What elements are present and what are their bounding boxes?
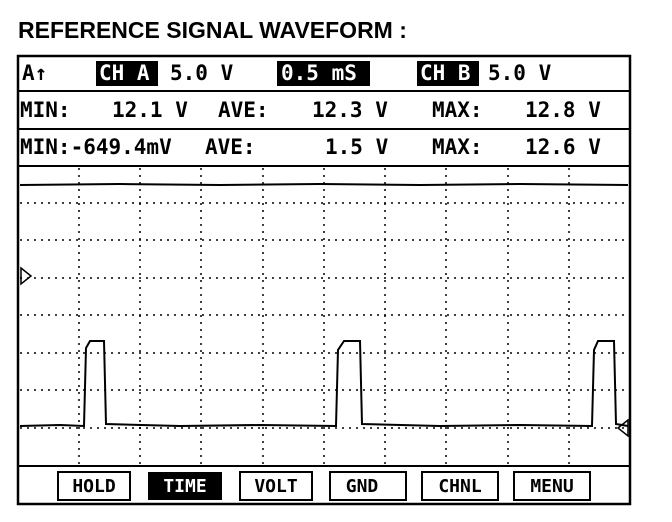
reading-value: MIN:-649.4mV [20,135,172,159]
button-label[interactable]: VOLT [254,476,298,497]
button-label[interactable]: CHNL [438,476,482,497]
trigger-indicator: A↑ [22,61,47,85]
reading-label: MIN: [20,98,71,122]
reading-label: MAX: [432,98,483,122]
channel-a-box [96,61,158,86]
timebase: 0.5 mS [281,61,357,85]
scope-screen [16,54,632,506]
channel-b-marker [20,266,33,286]
menu-button[interactable] [513,471,591,501]
reading-label: AVE: [218,98,269,122]
channel-b-scale: 5.0 V [488,61,552,85]
button-label[interactable]: HOLD [72,476,116,497]
channel-b-box [417,61,479,86]
timebase-box [277,61,370,86]
reading-label: AVE: [205,135,256,159]
reading-value: 12.3 V [312,98,388,122]
gnd-button[interactable] [329,471,407,501]
channel-b: CH B [420,61,471,85]
reading-value: 12.1 V [112,98,188,122]
button-label[interactable]: MENU [530,476,573,497]
volt-button[interactable] [239,471,313,501]
time-button[interactable] [148,472,222,500]
reading-value: 12.6 V [525,135,601,159]
channel-a-scale: 5.0 V [170,61,234,85]
button-label[interactable]: GND [346,476,379,497]
reading-value: 12.8 V [525,98,601,122]
channel-a-trace [19,340,629,428]
channel-a: CH A [99,61,150,85]
reading-label: MAX: [432,135,483,159]
channel-b-trace [19,182,629,187]
chnl-button[interactable] [421,471,499,501]
channel-a-marker [616,418,629,438]
page-title: REFERENCE SIGNAL WAVEFORM : [18,17,407,43]
reading-value: 1.5 V [325,135,389,159]
grid [20,168,628,464]
hold-button[interactable] [57,471,131,501]
button-label[interactable]: TIME [163,476,206,497]
